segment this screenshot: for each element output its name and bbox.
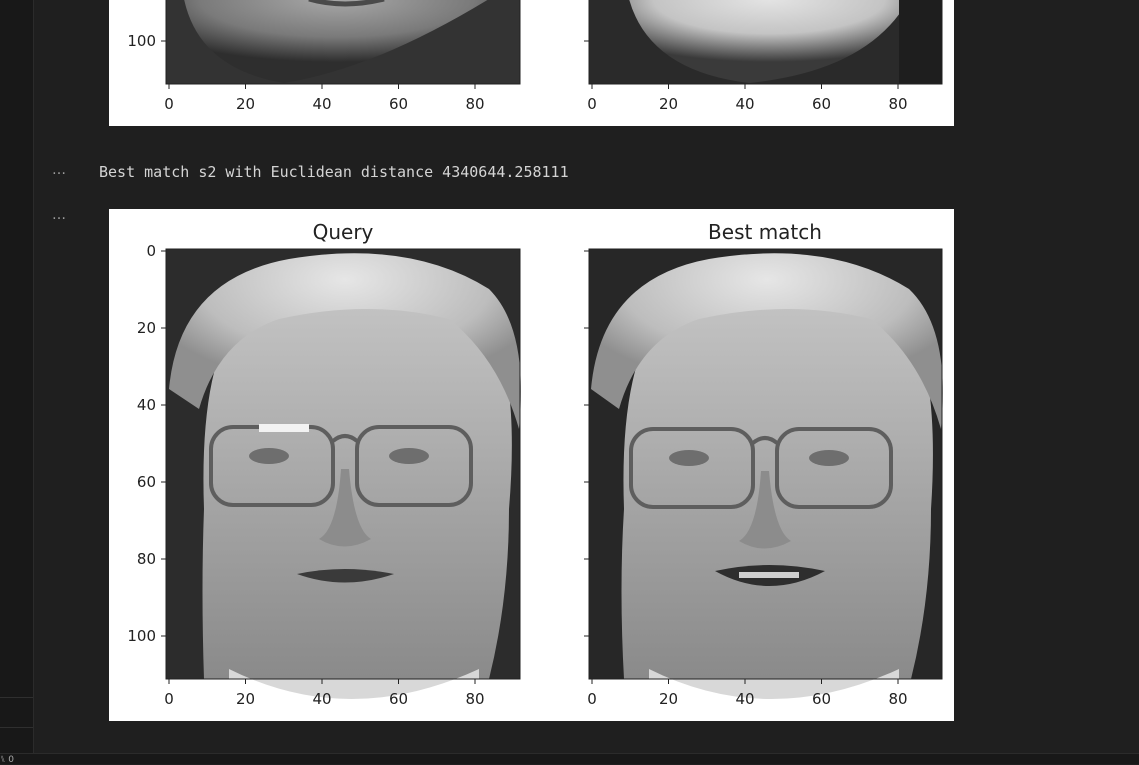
face-image-right (588, 0, 943, 85)
x-tick-label: 60 (389, 95, 408, 113)
y-tick-label: 60 (137, 473, 156, 491)
x-tick-label: 40 (312, 95, 331, 113)
y-tick-label: 100 (127, 32, 156, 50)
y-tick-label: 40 (137, 396, 156, 414)
x-tick-label: 40 (735, 690, 754, 708)
x-tick-label: 20 (236, 690, 255, 708)
x-tick-label: 0 (587, 690, 597, 708)
sidebar-divider (0, 697, 33, 698)
x-tick-label: 20 (236, 95, 255, 113)
status-bar: ⑊ 0 (0, 753, 1139, 765)
more-actions-icon[interactable]: … (52, 207, 67, 223)
sidebar-divider (0, 727, 33, 728)
axes-title-query: Query (313, 220, 374, 244)
x-tick-label: 80 (888, 95, 907, 113)
matplotlib-figure-previous: 0 20 40 60 80 100 0 20 40 60 80 (109, 0, 954, 126)
x-tick-label: 0 (164, 690, 174, 708)
face-image-left (165, 0, 521, 85)
x-tick-label: 80 (888, 690, 907, 708)
output-message: Best match s2 with Euclidean distance 43… (99, 163, 569, 181)
x-tick-label: 60 (812, 690, 831, 708)
x-tick-label: 20 (659, 690, 678, 708)
x-tick-label: 80 (465, 690, 484, 708)
figure-canvas: 0 20 40 60 80 100 0 20 40 60 80 (127, 0, 943, 113)
y-tick-label: 100 (127, 627, 156, 645)
y-tick-label: 20 (137, 319, 156, 337)
face-image-query (165, 248, 521, 699)
axes-title-best-match: Best match (708, 220, 822, 244)
x-tick-label: 60 (812, 95, 831, 113)
activity-sidebar (0, 0, 34, 753)
y-tick-label: 0 (146, 242, 156, 260)
y-tick-label: 80 (137, 550, 156, 568)
x-tick-label: 0 (587, 95, 597, 113)
status-bar-item[interactable]: ⑊ 0 (0, 755, 14, 765)
more-actions-icon[interactable]: … (52, 162, 67, 178)
figure-canvas: Query Best match 0 20 40 60 80 0 20 40 60 80 100 0 2… (127, 220, 943, 708)
x-tick-label: 20 (659, 95, 678, 113)
x-tick-label: 60 (389, 690, 408, 708)
x-tick-label: 40 (735, 95, 754, 113)
x-tick-label: 0 (164, 95, 174, 113)
face-image-best-match (588, 248, 943, 699)
matplotlib-figure: Query Best match 0 20 40 60 80 0 20 40 60 80 100 0 2… (109, 209, 954, 721)
x-tick-label: 40 (312, 690, 331, 708)
x-tick-label: 80 (465, 95, 484, 113)
